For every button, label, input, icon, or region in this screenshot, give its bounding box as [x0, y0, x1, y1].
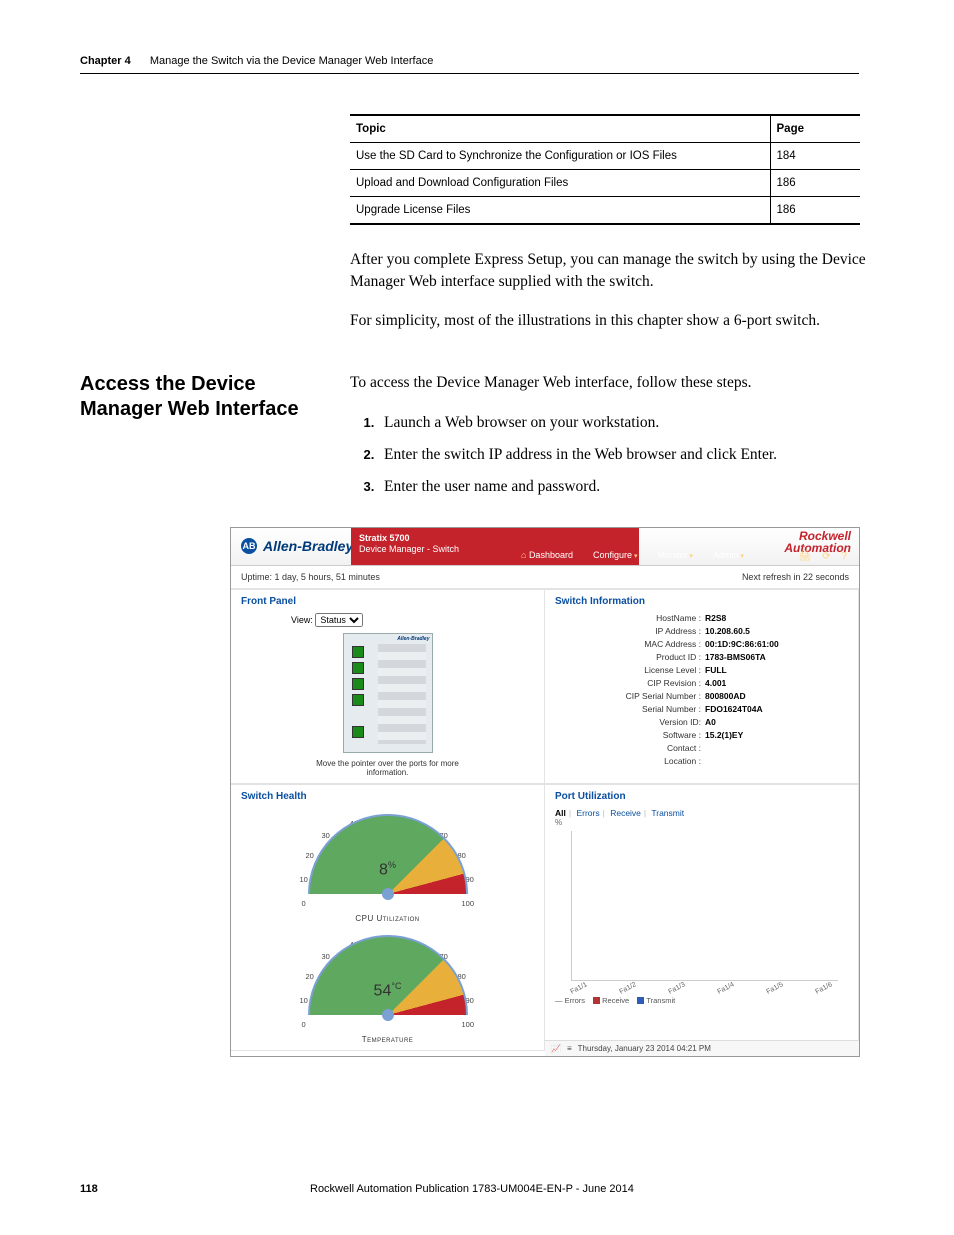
table-row: Use the SD Card to Synchronize the Confi… [350, 143, 860, 170]
switch-health-pane: Switch Health 0 10 20 30 40 50 60 70 80 … [231, 784, 545, 1051]
th-topic: Topic [350, 115, 770, 143]
tab-errors[interactable]: Errors [576, 808, 599, 818]
topic-table: Topic Page Use the SD Card to Synchroniz… [350, 114, 860, 225]
th-page: Page [770, 115, 860, 143]
chart-icon[interactable]: 📈 [551, 1044, 561, 1053]
chapter-label: Chapter 4 [80, 55, 131, 67]
tab-transmit[interactable]: Transmit [651, 808, 684, 818]
allen-bradley-logo: AB Allen-Bradley [231, 538, 353, 554]
screenshot-footer: 📈 ≡ Thursday, January 23 2014 04:21 PM [545, 1040, 859, 1056]
section-heading: Access the Device Manager Web Interface [80, 372, 350, 507]
device-manager-screenshot: AB Allen-Bradley Stratix 5700 Device Man… [230, 527, 860, 1057]
nav-configure[interactable]: Configure [593, 550, 638, 560]
publication-id: Rockwell Automation Publication 1783-UM0… [310, 1183, 859, 1195]
main-nav: Dashboard Configure Monitor Admin [521, 550, 744, 560]
front-panel-pane: Front Panel View: Status Allen-Bradley M… [231, 589, 545, 784]
tab-all[interactable]: All [555, 808, 566, 818]
page-number: 118 [80, 1183, 310, 1195]
toolbar-icons[interactable]: 🖨 ⟳ ? [799, 551, 851, 562]
nav-dashboard[interactable]: Dashboard [521, 550, 573, 560]
temp-gauge: 0 10 20 30 40 50 60 70 80 90 100 54°C [298, 935, 478, 1035]
port-utilization-pane: Port Utilization All| Errors| Receive| T… [545, 784, 859, 1051]
step-item: Launch a Web browser on your workstation… [378, 410, 859, 436]
cpu-gauge: 0 10 20 30 40 50 60 70 80 90 100 8% [298, 814, 478, 914]
switch-info-pane: Switch Information HostName :R2S8 IP Add… [545, 589, 859, 784]
refresh-text: Next refresh in 22 seconds [742, 572, 849, 582]
uptime-text: Uptime: 1 day, 5 hours, 51 minutes [241, 572, 380, 582]
section-intro: To access the Device Manager Web interfa… [350, 372, 859, 394]
step-item: Enter the switch IP address in the Web b… [378, 442, 859, 468]
list-icon[interactable]: ≡ [567, 1044, 572, 1053]
body-para-1: After you complete Express Setup, you ca… [350, 249, 880, 292]
device-front-image[interactable]: Allen-Bradley [343, 633, 433, 753]
chapter-title: Manage the Switch via the Device Manager… [150, 55, 434, 67]
body-para-2: For simplicity, most of the illustration… [350, 310, 880, 332]
running-header: Chapter 4 Manage the Switch via the Devi… [80, 55, 859, 74]
view-label: View: [291, 615, 313, 625]
tab-receive[interactable]: Receive [610, 808, 641, 818]
ab-icon: AB [241, 538, 257, 554]
front-panel-hint: Move the pointer over the ports for more… [303, 759, 473, 777]
table-row: Upload and Download Configuration Files1… [350, 170, 860, 197]
steps-list: Launch a Web browser on your workstation… [378, 410, 859, 501]
table-row: Upgrade License Files186 [350, 197, 860, 225]
view-select[interactable]: Status [315, 613, 363, 627]
step-item: Enter the user name and password. [378, 474, 859, 500]
nav-admin[interactable]: Admin [713, 550, 744, 560]
port-chart [571, 831, 838, 981]
port-legend: — Errors Receive Transmit [555, 996, 848, 1005]
nav-monitor[interactable]: Monitor [657, 550, 692, 560]
